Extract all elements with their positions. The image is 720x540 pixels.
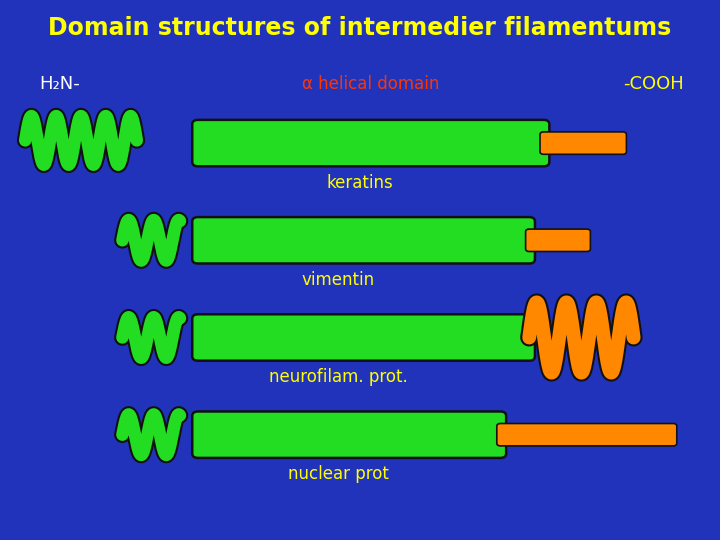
- FancyBboxPatch shape: [497, 423, 677, 446]
- Text: vimentin: vimentin: [302, 271, 375, 289]
- Text: nuclear prot: nuclear prot: [288, 465, 389, 483]
- Text: -COOH: -COOH: [624, 75, 684, 93]
- Text: α helical domain: α helical domain: [302, 75, 439, 93]
- FancyBboxPatch shape: [526, 229, 590, 252]
- Text: Domain structures of intermedier filamentums: Domain structures of intermedier filamen…: [48, 16, 672, 40]
- Text: keratins: keratins: [327, 174, 393, 192]
- FancyBboxPatch shape: [192, 314, 535, 361]
- FancyBboxPatch shape: [192, 411, 506, 458]
- FancyBboxPatch shape: [192, 120, 549, 166]
- Text: neurofilam. prot.: neurofilam. prot.: [269, 368, 408, 386]
- FancyBboxPatch shape: [540, 132, 626, 154]
- FancyBboxPatch shape: [192, 217, 535, 264]
- Text: H₂N-: H₂N-: [40, 75, 81, 93]
